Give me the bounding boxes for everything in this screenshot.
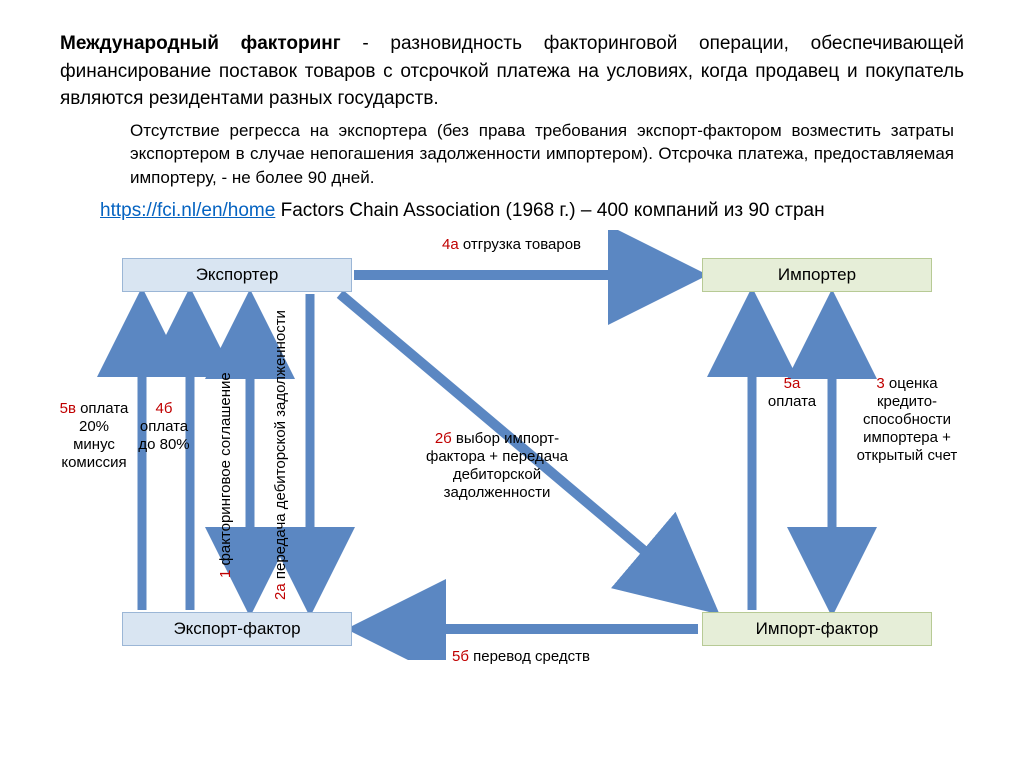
label-5b: 5б перевод средств (452, 648, 590, 666)
link-rest: Factors Chain Association (1968 г.) – 40… (275, 200, 824, 221)
fci-link[interactable]: https://fci.nl/en/home (100, 200, 275, 221)
label-5v: 5в оплата 20% минус комиссия (58, 400, 130, 472)
node-import-factor: Импорт-фактор (702, 612, 932, 646)
node-importer: Импортер (702, 258, 932, 292)
label-4a: 4а отгрузка товаров (442, 236, 581, 254)
label-1: 1 факторинговое соглашение (217, 370, 235, 580)
label-5a: 5а оплата (762, 375, 822, 411)
factoring-diagram: Экспортер Импортер Экспорт-фактор Импорт… (62, 230, 962, 660)
link-line: https://fci.nl/en/home Factors Chain Ass… (100, 200, 964, 222)
title-bold: Международный факторинг (60, 33, 341, 54)
label-2a: 2а передача дебиторской задолженности (272, 350, 290, 600)
node-exporter: Экспортер (122, 258, 352, 292)
label-4b: 4б оплата до 80% (134, 400, 194, 454)
title-paragraph: Международный факторинг - разновидность … (60, 30, 964, 113)
node-export-factor: Экспорт-фактор (122, 612, 352, 646)
label-2b: 2б выбор импорт-фактора + передача дебит… (412, 430, 582, 502)
sub-paragraph: Отсутствие регресса на экспортера (без п… (130, 119, 954, 190)
label-3: 3 оценка кредито-способности импортера +… (852, 375, 962, 465)
